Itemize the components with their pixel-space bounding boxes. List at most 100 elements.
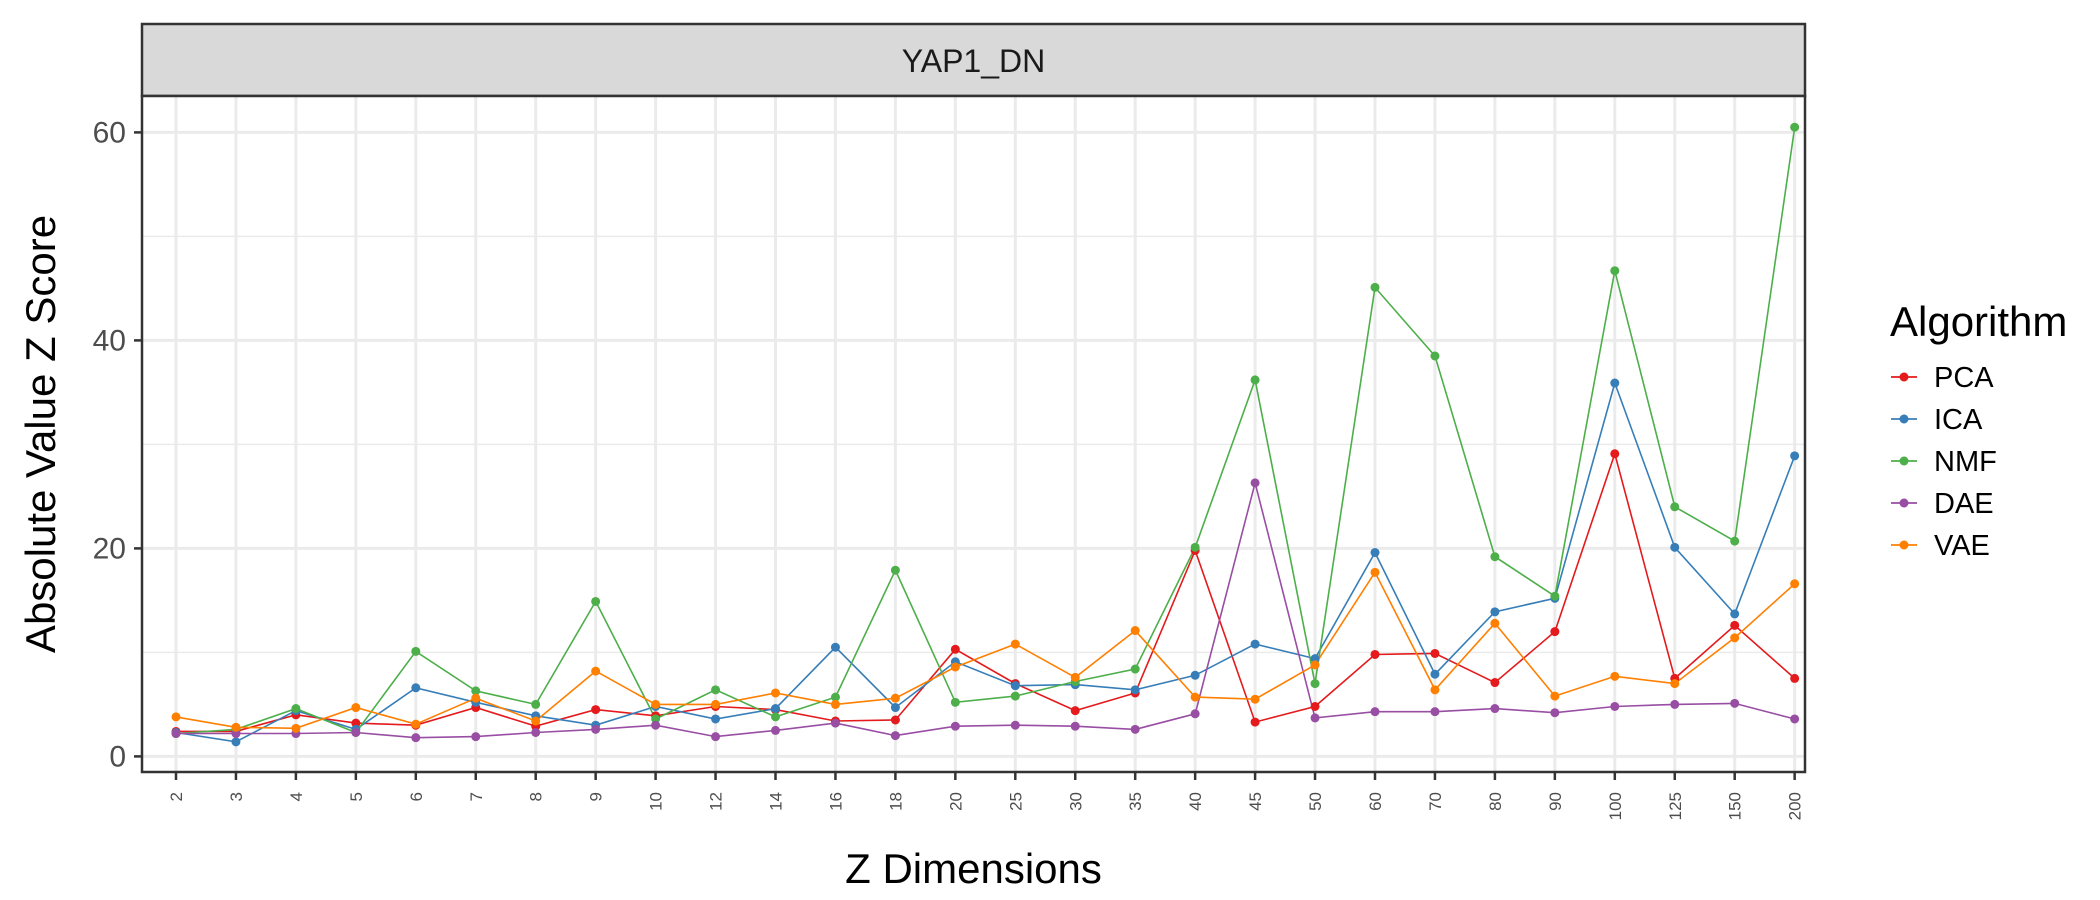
data-point-nmf bbox=[1250, 375, 1260, 385]
x-tick-label: 35 bbox=[1126, 792, 1145, 811]
x-tick-label: 5 bbox=[347, 792, 366, 801]
y-tick-label: 0 bbox=[109, 740, 126, 773]
data-point-ica bbox=[830, 642, 840, 652]
x-tick-label: 40 bbox=[1186, 792, 1205, 811]
data-point-pca bbox=[1070, 706, 1080, 716]
x-tick-label: 150 bbox=[1726, 792, 1745, 820]
data-point-dae bbox=[531, 727, 541, 737]
data-point-pca bbox=[591, 705, 601, 715]
data-point-nmf bbox=[1310, 679, 1320, 689]
data-point-dae bbox=[231, 729, 241, 739]
data-point-ica bbox=[771, 704, 780, 714]
x-axis-title: Z Dimensions bbox=[845, 845, 1102, 892]
x-tick-label: 100 bbox=[1606, 792, 1625, 820]
y-tick-label: 20 bbox=[93, 532, 126, 565]
data-point-vae bbox=[1430, 685, 1440, 695]
data-point-pca bbox=[1310, 701, 1320, 711]
series-line-vae bbox=[175, 570, 1796, 730]
data-point-nmf bbox=[531, 699, 541, 709]
data-point-pca bbox=[890, 715, 900, 725]
data-point-vae bbox=[531, 716, 541, 726]
data-point-dae bbox=[1790, 714, 1800, 724]
data-point-vae bbox=[231, 722, 241, 732]
data-point-vae bbox=[771, 688, 780, 698]
data-point-pca bbox=[1790, 673, 1800, 683]
data-point-dae bbox=[171, 729, 181, 739]
data-point-nmf bbox=[651, 714, 661, 724]
data-point-vae bbox=[1070, 672, 1080, 682]
x-tick-label: 16 bbox=[826, 792, 845, 811]
data-point-vae bbox=[591, 666, 601, 676]
data-point-nmf bbox=[411, 646, 421, 656]
data-point-dae bbox=[1250, 478, 1260, 488]
data-point-vae bbox=[1550, 691, 1560, 701]
x-tick-label: 25 bbox=[1006, 792, 1025, 811]
y-axis: 0 20 40 60 bbox=[93, 116, 142, 773]
x-tick-label: 18 bbox=[886, 792, 905, 811]
series-points bbox=[171, 122, 1800, 747]
legend: Algorithm PCA ICA NMF DAE VAE bbox=[1890, 298, 2067, 562]
data-point-nmf bbox=[1790, 122, 1800, 132]
data-point-nmf bbox=[471, 686, 481, 696]
x-tick-label: 50 bbox=[1306, 792, 1325, 811]
data-point-nmf bbox=[1550, 591, 1560, 601]
data-point-dae bbox=[771, 725, 780, 735]
data-point-ica bbox=[890, 703, 900, 713]
data-point-ica bbox=[711, 714, 721, 724]
data-point-pca bbox=[1730, 620, 1740, 630]
data-point-vae bbox=[471, 693, 481, 703]
x-tick-label: 125 bbox=[1666, 792, 1685, 820]
data-point-dae bbox=[1130, 724, 1140, 734]
series-line-ica bbox=[175, 380, 1796, 743]
grid-major bbox=[142, 96, 1805, 772]
x-tick-label: 8 bbox=[527, 792, 546, 801]
legend-label-vae: VAE bbox=[1934, 530, 1990, 562]
data-point-ica bbox=[1790, 451, 1800, 461]
data-point-nmf bbox=[1670, 502, 1680, 512]
x-tick-label: 2 bbox=[167, 792, 186, 801]
data-point-ica bbox=[1130, 685, 1140, 695]
data-point-vae bbox=[1490, 618, 1500, 628]
data-point-ica bbox=[1490, 607, 1500, 617]
x-tick-label: 200 bbox=[1786, 792, 1805, 820]
facet-title: YAP1_DN bbox=[902, 43, 1045, 79]
data-point-ica bbox=[231, 737, 241, 747]
x-tick-label: 80 bbox=[1486, 792, 1505, 811]
legend-marker-pca bbox=[1899, 372, 1909, 382]
data-point-nmf bbox=[1490, 552, 1500, 562]
x-tick-label: 60 bbox=[1366, 792, 1385, 811]
data-point-ica bbox=[1370, 548, 1380, 558]
legend-items: PCA ICA NMF DAE VAE bbox=[1891, 362, 1997, 562]
series-line-pca bbox=[176, 451, 1796, 733]
data-point-dae bbox=[950, 721, 960, 731]
legend-label-dae: DAE bbox=[1934, 488, 1994, 520]
x-tick-label: 70 bbox=[1426, 792, 1445, 811]
x-tick-label: 6 bbox=[407, 792, 426, 801]
data-point-vae bbox=[830, 699, 840, 709]
data-point-vae bbox=[651, 699, 661, 709]
data-point-dae bbox=[411, 733, 421, 743]
data-point-pca bbox=[1370, 649, 1380, 659]
legend-title: Algorithm bbox=[1890, 298, 2067, 345]
plot-area bbox=[140, 94, 1807, 774]
data-point-ica bbox=[1430, 669, 1440, 679]
data-point-vae bbox=[171, 712, 181, 722]
data-point-nmf bbox=[771, 712, 780, 722]
data-point-vae bbox=[1730, 633, 1740, 643]
x-tick-label: 30 bbox=[1066, 792, 1085, 811]
data-point-nmf bbox=[291, 704, 301, 714]
data-point-dae bbox=[890, 731, 900, 741]
x-tick-label: 9 bbox=[587, 792, 606, 801]
data-point-ica bbox=[1190, 670, 1200, 680]
data-point-nmf bbox=[1430, 351, 1440, 361]
data-point-ica bbox=[1310, 654, 1320, 664]
series-line-nmf bbox=[175, 127, 1796, 735]
data-point-vae bbox=[1130, 626, 1140, 636]
data-point-dae bbox=[711, 732, 721, 742]
x-tick-label: 90 bbox=[1546, 792, 1565, 811]
data-point-ica bbox=[411, 683, 421, 693]
facet-strip: YAP1_DN bbox=[140, 22, 1807, 98]
data-point-pca bbox=[1490, 678, 1500, 688]
data-point-vae bbox=[1370, 567, 1380, 577]
data-point-nmf bbox=[711, 685, 721, 695]
